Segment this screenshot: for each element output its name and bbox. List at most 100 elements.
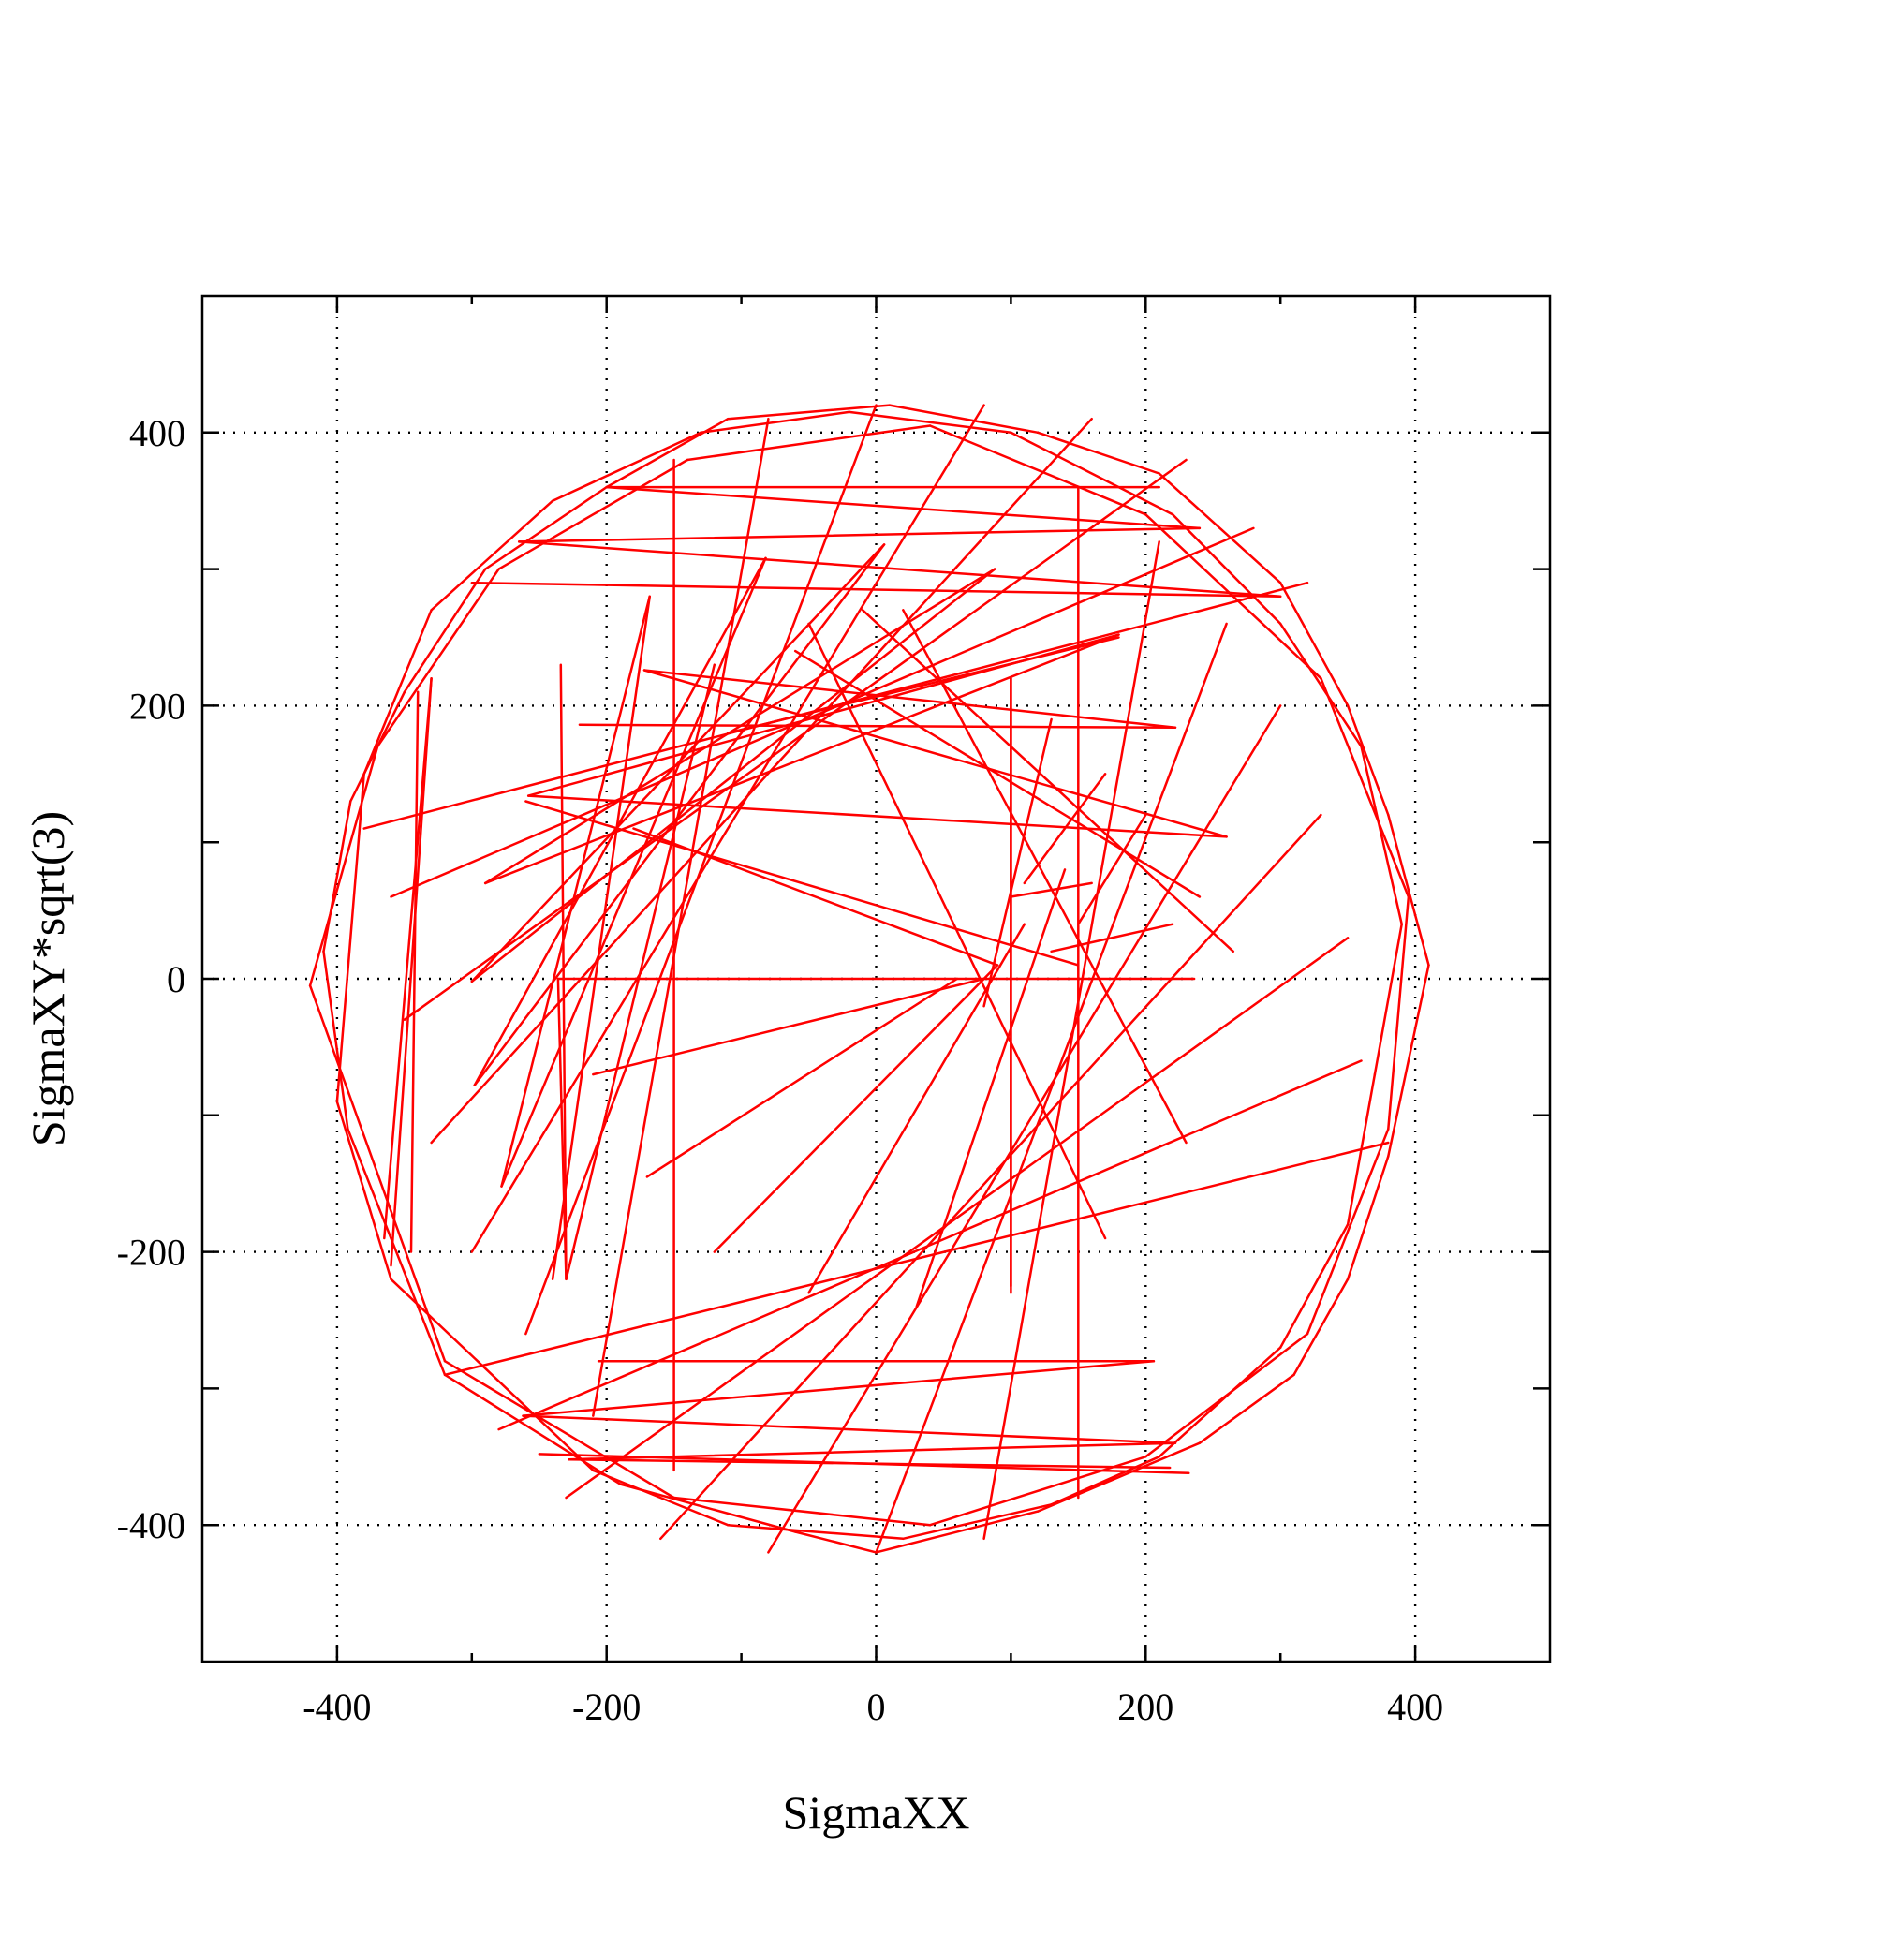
series-line-segment <box>383 676 433 1240</box>
series-line-segment <box>902 1503 1053 1541</box>
series-line-segment <box>1171 513 1282 626</box>
series-line-segment <box>928 424 1147 516</box>
series-line-segment <box>982 540 1160 1541</box>
y-tick-label: 400 <box>129 412 185 454</box>
series-line-segment <box>1320 676 1410 898</box>
series-line-segment <box>642 669 1228 838</box>
series-line-segment <box>430 499 554 612</box>
series-line-segment <box>875 622 1228 1554</box>
series-line-segment <box>1278 1223 1350 1349</box>
series-line-segment <box>1036 1441 1202 1513</box>
series-line-segment <box>470 568 996 983</box>
series-line-segment <box>700 410 850 435</box>
series-line-segment <box>390 526 1255 898</box>
series-line-segment <box>713 964 999 1253</box>
series-line-segment <box>443 1359 675 1500</box>
series-line-segment <box>362 609 433 776</box>
series-line-segment <box>1144 1332 1309 1458</box>
series-line-segment <box>403 458 1188 1021</box>
series-line-segment <box>848 410 1012 435</box>
series-line-segment <box>902 609 1188 1145</box>
series-line-segment <box>559 663 568 1281</box>
series-line-segment <box>1278 622 1363 748</box>
series-line-segment <box>538 1453 1190 1475</box>
series-line-segment <box>1198 1373 1295 1444</box>
series-line-segment <box>1023 773 1107 885</box>
series-line-segment <box>1010 431 1174 516</box>
x-tick-label: -200 <box>572 1686 641 1728</box>
series-line-segment <box>470 404 985 1253</box>
series-line-segment <box>443 1373 622 1485</box>
series-line-segment <box>409 690 420 1253</box>
series-line-segment <box>807 622 1107 1240</box>
series-line-segment <box>726 636 1120 734</box>
series-line-segment <box>322 800 352 953</box>
series-line-segment <box>915 868 1067 1308</box>
series-line-segment <box>500 595 651 1188</box>
series-line-segment <box>500 556 767 1188</box>
x-tick-label: 200 <box>1117 1686 1173 1728</box>
series-line-segment <box>686 424 932 462</box>
series-line-segment <box>517 540 1282 599</box>
y-tick-label: 0 <box>167 958 185 1000</box>
series-line-segment <box>888 404 1040 435</box>
series-line-segment <box>526 794 1228 838</box>
series-line-segment <box>1050 1456 1160 1506</box>
series-line-segment <box>1292 1278 1350 1377</box>
series-line-segment <box>645 977 959 1178</box>
series-line-segment <box>592 1469 730 1527</box>
series-line-segment <box>473 543 886 1086</box>
series-line-segment <box>497 1059 1363 1431</box>
series-line-segment <box>1346 1155 1390 1281</box>
series-line-segment <box>551 595 651 1281</box>
series-line-segment <box>1050 923 1174 953</box>
series-line-segment <box>1278 581 1350 707</box>
series-line-segment <box>726 404 892 421</box>
series-line-segment <box>605 485 1202 530</box>
series-line-segment <box>483 485 608 570</box>
series-line-segment <box>565 663 716 1281</box>
series-line-segment <box>551 431 702 502</box>
series-line-segment <box>390 676 433 1267</box>
series-line-segment <box>565 937 1350 1500</box>
y-tick-label: 200 <box>129 685 185 727</box>
series-line-segment <box>473 556 767 1086</box>
series-line-segment <box>1077 813 1147 925</box>
series-line-segment <box>322 950 349 1131</box>
x-tick-label: 0 <box>867 1686 886 1728</box>
series-line-segment <box>1387 895 1410 1131</box>
series-line-segment <box>1387 964 1430 1158</box>
series-line-segment <box>308 984 447 1363</box>
series-line-segment <box>1158 472 1282 584</box>
series-line-segment <box>642 669 1177 729</box>
series-line-segment <box>497 458 689 570</box>
series-line-segment <box>1373 923 1403 1076</box>
series-line-segment <box>605 417 730 489</box>
series-line-segment <box>483 633 1120 885</box>
series-line-segment <box>524 800 1080 967</box>
series-line-segment <box>875 1510 1040 1554</box>
series-line-segment <box>390 1278 595 1472</box>
series-line-segment <box>403 568 487 694</box>
series-line-segment <box>376 568 500 748</box>
series-line-segment <box>928 1456 1147 1527</box>
series-line-segment <box>592 417 770 1417</box>
series-line-segment <box>793 649 1202 898</box>
series-red <box>308 404 1430 1554</box>
x-tick-label: 400 <box>1387 1686 1443 1728</box>
y-tick-label: -400 <box>117 1504 185 1546</box>
series-line-segment <box>982 717 1053 1008</box>
series-line-segment <box>861 609 1235 953</box>
series-line-segment <box>470 543 886 983</box>
series-line-segment <box>1158 1346 1282 1458</box>
x-tick-label: -400 <box>303 1686 371 1728</box>
y-tick-label: -200 <box>117 1232 185 1274</box>
series-line-segment <box>522 1359 1156 1417</box>
series-line-segment <box>522 1414 1177 1444</box>
series-line-segment <box>793 1530 878 1554</box>
series-line-segment <box>1036 431 1160 475</box>
x-axis-title: SigmaXX <box>783 1786 970 1839</box>
series-line-segment <box>347 1128 447 1377</box>
series-line-segment <box>767 704 1282 1554</box>
